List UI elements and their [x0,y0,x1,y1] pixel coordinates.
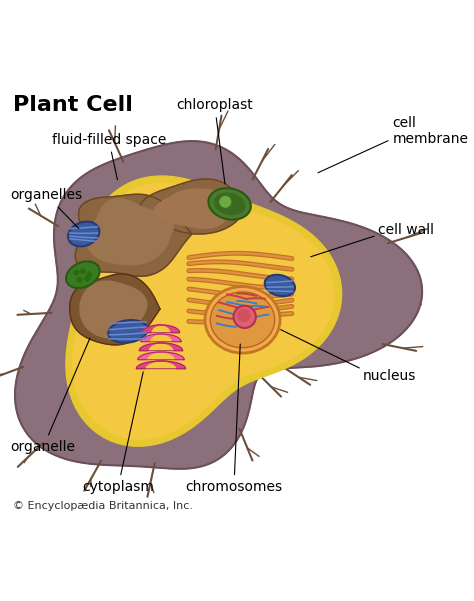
Ellipse shape [237,309,251,322]
Text: organelles: organelles [11,188,83,228]
Ellipse shape [66,261,100,288]
Ellipse shape [205,287,280,353]
Polygon shape [139,343,182,351]
Ellipse shape [209,188,251,220]
Text: chromosomes: chromosomes [185,344,283,494]
Text: organelle: organelle [11,338,90,454]
Polygon shape [142,325,180,333]
Polygon shape [141,334,181,342]
Polygon shape [70,274,160,345]
Ellipse shape [210,292,275,348]
Text: cell
membrane: cell membrane [393,116,469,146]
Ellipse shape [264,275,295,296]
Polygon shape [15,141,422,469]
Polygon shape [140,179,246,234]
Ellipse shape [219,196,231,208]
Text: cell wall: cell wall [378,223,434,237]
Ellipse shape [73,270,80,276]
Ellipse shape [234,306,256,328]
Ellipse shape [108,320,147,343]
Polygon shape [87,198,173,265]
Text: nucleus: nucleus [363,368,416,383]
Polygon shape [80,281,147,338]
Polygon shape [73,183,334,439]
Ellipse shape [68,222,100,246]
Ellipse shape [84,276,90,282]
Polygon shape [66,176,342,446]
Polygon shape [137,361,186,369]
Ellipse shape [80,268,86,274]
Text: © Encyclopædia Britannica, Inc.: © Encyclopædia Britannica, Inc. [13,501,193,511]
Polygon shape [138,352,184,360]
Polygon shape [154,189,234,228]
Text: fluid-filled space: fluid-filled space [52,133,166,180]
Text: chloroplast: chloroplast [176,98,253,184]
Ellipse shape [86,272,92,278]
Text: Plant Cell: Plant Cell [13,96,133,115]
Polygon shape [75,194,192,276]
Ellipse shape [76,277,82,283]
Text: cytoplasm: cytoplasm [82,372,154,494]
Ellipse shape [214,192,246,215]
